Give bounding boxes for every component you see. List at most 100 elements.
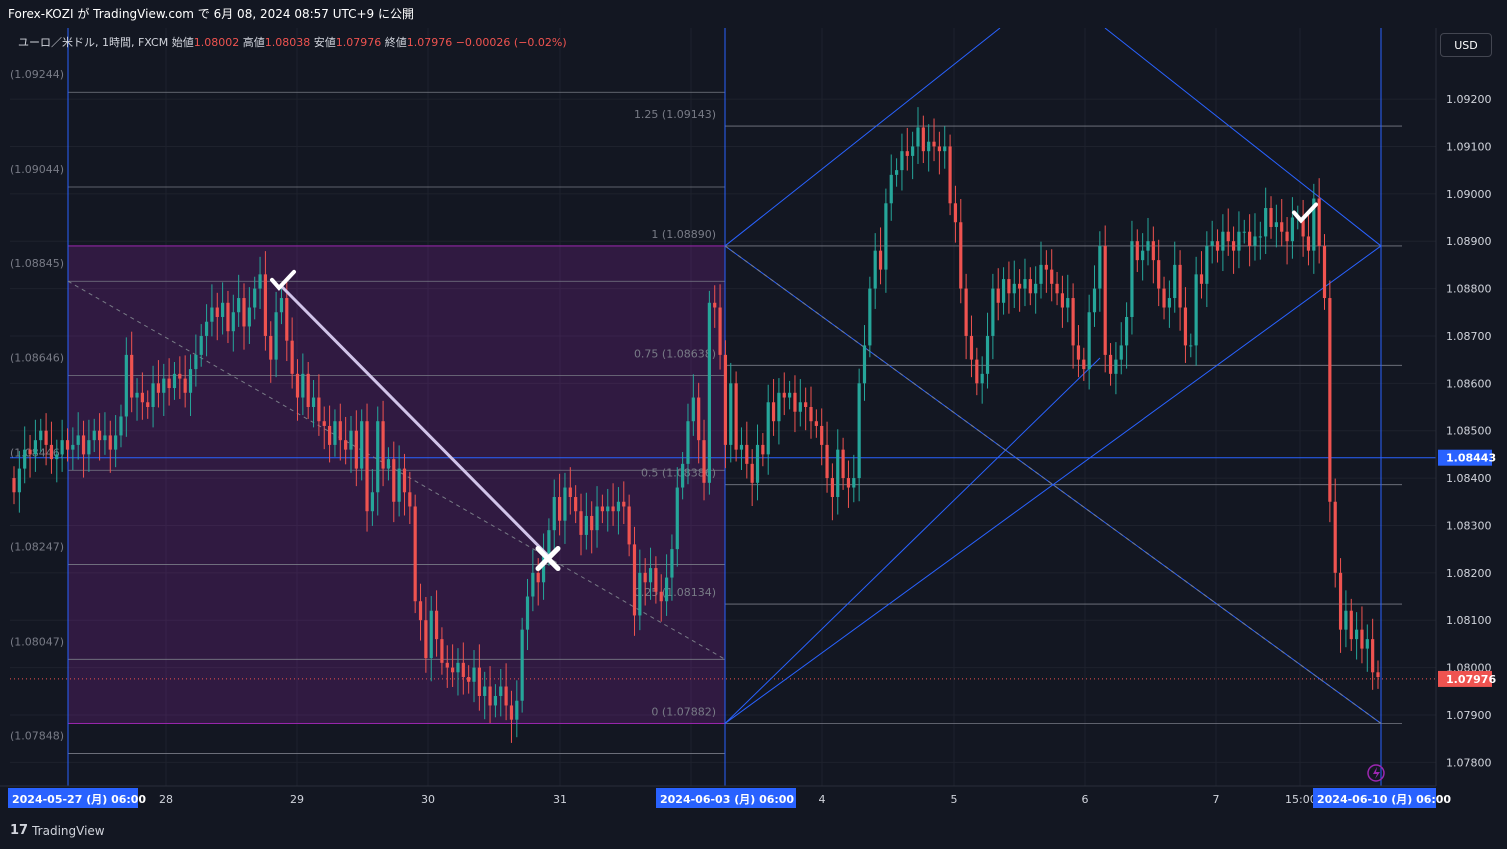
candle-body [204,321,209,336]
time-label: 30 [421,793,435,806]
candle-body [1269,208,1273,227]
candle-body [55,454,59,460]
candle-body [975,359,979,384]
blue-level-badge [1438,449,1492,466]
candle-body [493,695,498,706]
candle-body [520,629,524,701]
candle-body [1349,610,1353,640]
candle-body [44,430,48,445]
candle-body [590,515,594,531]
candle-body [771,402,776,422]
price-tick-label: 1.09100 [1446,140,1492,153]
price-tick-label: 1.08900 [1446,235,1492,248]
candle-body [274,312,278,360]
left-scale-label: (1.08247) [10,541,64,554]
candle-body [1215,241,1220,251]
candle-body [616,501,621,512]
candle-body [483,686,487,696]
candle-body [279,298,284,313]
candle-body [1162,288,1166,308]
chart-area[interactable]: (1.09244) (1.09044) (1.08845) (1.08646) (1.0… [0,28,1507,815]
candlestick-chart[interactable]: (1.09244) (1.09044) (1.08845) (1.08646) (1.0… [0,28,1507,815]
time-label: 5 [951,793,958,806]
candle-body [440,639,444,663]
candle-body [392,459,396,502]
left-scale-label: (1.09244) [10,68,64,81]
candle-body [584,515,588,535]
candle-body [1050,269,1054,284]
candle-body [477,667,481,696]
candle-body [445,662,449,668]
candle-body [648,568,653,583]
candle-body [237,298,241,313]
candle-body [17,468,21,493]
current-price-value: 1.07976 [1446,673,1496,686]
time-label: 31 [553,793,567,806]
candle-body [654,568,658,592]
candle-body [1076,345,1081,360]
candle-body [49,444,54,460]
candle-body [28,449,32,455]
price-tick-label: 1.07900 [1446,709,1492,722]
tradingview-logo[interactable]: 17 TradingView [10,823,105,838]
lightning-icon[interactable] [1367,764,1385,782]
candle-body [1199,274,1204,284]
candle-body [1039,264,1043,284]
candle-body [1092,288,1097,313]
candle-body [23,449,27,469]
candle-body [878,250,883,270]
publish-text: Forex-KOZI が TradingView.com で 6月 08, 20… [8,7,415,21]
candle-body [1066,298,1070,308]
price-tick-label: 1.08100 [1446,614,1492,627]
candle-body [76,435,80,445]
time-label: 2024-06-03 (月) 06:00 [660,793,794,806]
legend-low: 1.07976 [335,36,382,49]
candle-body [900,151,904,171]
candle-body [536,572,540,583]
check-mark-icon [270,269,296,291]
candle-body [1312,198,1316,251]
legend-close-label: 終値 [384,36,407,49]
time-label: 2024-05-27 (月) 06:00 [12,793,146,806]
currency-button[interactable]: USD [1440,33,1492,57]
candle-body [472,667,476,682]
candle-body [397,468,401,502]
candle-body [991,288,995,336]
dashed-trend-left [67,280,726,660]
candle-body [349,430,353,450]
candle-body [1317,198,1321,246]
time-label: 7 [1213,793,1220,806]
candle-body [681,463,685,488]
candle-body [311,397,316,407]
candle-body [146,402,150,407]
time-label: 4 [819,793,826,806]
fib-level-label: 0 (1.07882) [651,705,716,718]
candle-body [215,307,219,317]
candle-body [825,444,829,479]
candle-body [1237,231,1241,251]
time-label: 6 [1082,793,1089,806]
candle-body [836,449,840,498]
candle-body [1371,639,1375,673]
candle-body [1055,283,1059,294]
candle-body [413,506,417,602]
candle-body [124,354,128,417]
candle-body [1060,293,1065,308]
candle-body [1157,260,1161,289]
candle-body [873,250,877,289]
candle-body [943,146,947,152]
candle-body [606,506,610,512]
candle-body [563,487,567,521]
candle-body [1034,283,1038,294]
candle-body [365,421,369,512]
candle-body [354,430,358,469]
price-tick-label: 1.08200 [1446,567,1492,580]
candle-body [402,468,407,493]
candle-body [1242,231,1246,233]
candle-body [451,667,455,673]
legend-high: 1.08038 [264,36,311,49]
candle-body [1226,231,1230,242]
current-price-badge [1438,670,1492,687]
candle-body [183,378,187,393]
candle-body [1290,217,1295,242]
